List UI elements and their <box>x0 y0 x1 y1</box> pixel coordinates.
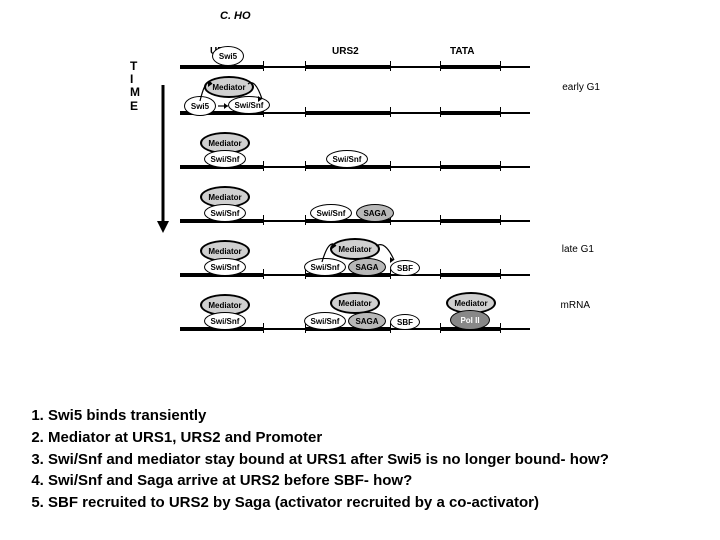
dna-tick <box>390 61 391 71</box>
recruitment-arrow-icon <box>150 74 590 128</box>
dna-segment <box>390 220 440 222</box>
dna-segment <box>500 220 530 222</box>
dna-row: MediatorSwi/SnfMediatorSwi/SnfSAGASBF <box>150 236 590 290</box>
phase-early-g1: early G1 <box>562 82 600 93</box>
dna-tick <box>500 61 501 71</box>
recruitment-arrow-icon <box>150 236 590 290</box>
protein-sbf: SBF <box>390 314 420 330</box>
dna-tick <box>440 323 441 333</box>
dna-segment <box>500 66 530 68</box>
dna-tick <box>263 61 264 71</box>
dna-tick <box>440 161 441 171</box>
dna-segment <box>263 66 305 68</box>
note-item: Swi/Snf and mediator stay bound at URS1 … <box>48 449 700 471</box>
dna-segment <box>263 220 305 222</box>
protein-swisnf: Swi/Snf <box>310 204 352 222</box>
protein-polii: Pol II <box>450 310 490 330</box>
dna-segment <box>440 65 500 69</box>
diagram-panel: C. HO URS1 URS2 TATA Swi5MediatorSwi5Swi… <box>150 10 590 360</box>
dna-row: MediatorSwi/SnfSwi/Snf <box>150 128 590 182</box>
dna-segment <box>440 165 500 169</box>
dna-segment <box>500 166 530 168</box>
dna-tick <box>440 61 441 71</box>
notes-list: Swi5 binds transientlyMediator at URS1, … <box>20 405 700 514</box>
phase-late-g1: late G1 <box>562 244 594 255</box>
dna-tick <box>500 323 501 333</box>
protein-swisnf: Swi/Snf <box>204 150 246 168</box>
dna-segment <box>180 65 263 69</box>
dna-segment <box>500 328 530 330</box>
dna-tick <box>305 215 306 225</box>
dna-tick <box>263 215 264 225</box>
dna-segment <box>390 66 440 68</box>
protein-saga: SAGA <box>356 204 394 222</box>
protein-saga: SAGA <box>348 312 386 330</box>
protein-swisnf: Swi/Snf <box>204 204 246 222</box>
dna-tick <box>305 61 306 71</box>
phase-mrna: mRNA <box>561 300 590 311</box>
note-item: SBF recruited to URS2 by Saga (activator… <box>48 492 700 514</box>
note-item: Mediator at URS1, URS2 and Promoter <box>48 427 700 449</box>
dna-segment <box>263 328 305 330</box>
note-item: Swi/Snf and Saga arrive at URS2 before S… <box>48 470 700 492</box>
dna-row: MediatorSwi/SnfSwi/SnfSAGA <box>150 182 590 236</box>
dna-tick <box>390 161 391 171</box>
protein-swisnf: Swi/Snf <box>204 312 246 330</box>
protein-swisnf: Swi/Snf <box>326 150 368 168</box>
protein-med: Mediator <box>330 292 380 314</box>
dna-tick <box>263 161 264 171</box>
dna-tick <box>500 161 501 171</box>
dna-segment <box>440 219 500 223</box>
dna-row: MediatorSwi5Swi/Snf <box>150 74 590 128</box>
dna-tick <box>305 161 306 171</box>
dna-tick <box>263 323 264 333</box>
dna-tick <box>440 215 441 225</box>
dna-segment <box>390 166 440 168</box>
panel-label: C. HO <box>220 10 251 22</box>
dna-tick <box>500 215 501 225</box>
dna-row: MediatorSwi/SnfMediatorSwi/SnfSAGASBFMed… <box>150 290 590 344</box>
note-item: Swi5 binds transiently <box>48 405 700 427</box>
time-arrow-icon <box>155 85 171 235</box>
time-label: TIME <box>130 60 142 113</box>
protein-swi5: Swi5 <box>212 46 244 66</box>
dna-segment <box>305 65 390 69</box>
protein-swisnf: Swi/Snf <box>304 312 346 330</box>
dna-segment <box>263 166 305 168</box>
